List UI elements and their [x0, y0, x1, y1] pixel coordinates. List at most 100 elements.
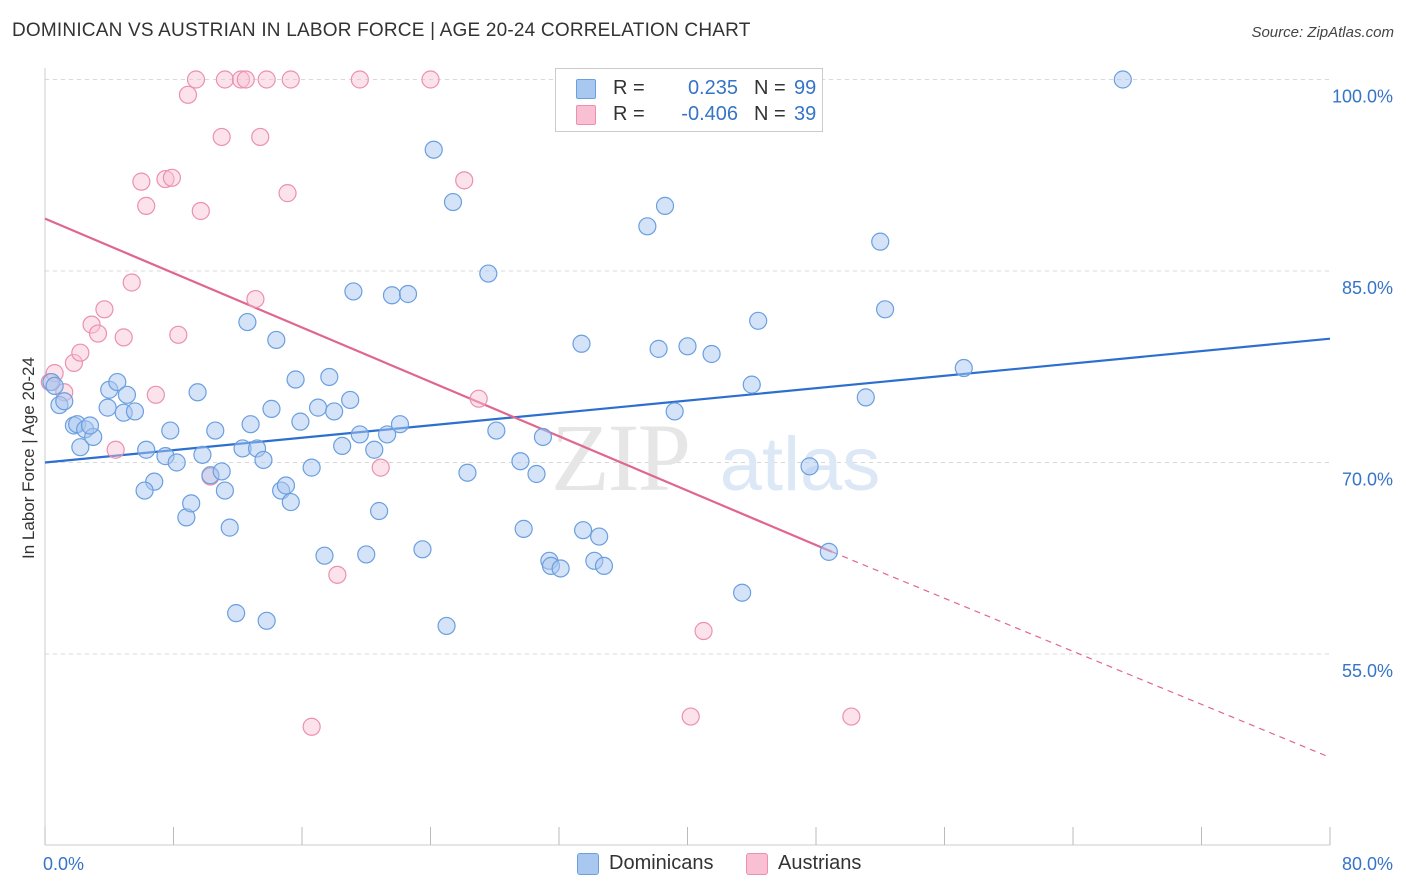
dominican-point [572, 334, 591, 353]
dominican-point [137, 440, 156, 459]
dominican-point [638, 217, 657, 236]
dominican-point [286, 370, 305, 389]
dominican-point [241, 415, 260, 434]
dominican-point [80, 416, 100, 435]
dominican-point [702, 344, 721, 364]
dominican-point [308, 398, 328, 417]
dominican-point [320, 367, 339, 387]
y-tick-label: 100.0% [1332, 87, 1393, 107]
dominican-point [742, 375, 761, 394]
austrians-trend-line-extension [831, 551, 1331, 758]
dominican-point [45, 376, 64, 395]
legend-n-value: 39 [794, 103, 817, 125]
dominican-point [262, 399, 281, 418]
austrian-point [278, 184, 297, 203]
chart-title: DOMINICAN VS AUSTRIAN IN LABOR FORCE | A… [12, 20, 751, 41]
dominican-point [108, 372, 127, 392]
dominican-point [117, 385, 137, 404]
legend-n-label: N = [754, 103, 786, 125]
dominican-point [341, 390, 360, 410]
austrian-point [371, 458, 390, 477]
austrian-point [302, 717, 321, 736]
dominican-point [267, 330, 286, 350]
dominican-point [413, 540, 432, 559]
dominican-point [182, 494, 201, 513]
dominican-point [357, 545, 376, 564]
y-axis-label: In Labor Force | Age 20-24 [19, 357, 38, 559]
dominican-point [749, 311, 768, 330]
austrian-point [122, 273, 141, 292]
y-tick-label: 55.0% [1342, 661, 1393, 681]
austrian-point [88, 324, 108, 343]
dominican-point [350, 425, 369, 444]
dominican-point [344, 282, 363, 301]
dominican-point [437, 616, 456, 636]
legend-r-value: 0.235 [687, 77, 738, 99]
legend-r-label: R = [613, 77, 645, 99]
austrians-trend-line [44, 217, 833, 553]
legend-n-value: 99 [794, 77, 817, 99]
dominican-point [398, 284, 418, 304]
austrian-point [169, 325, 188, 344]
austrian-point [251, 127, 270, 147]
dominican-point [302, 458, 321, 477]
dominican-point [533, 427, 553, 447]
austrian-point [114, 328, 133, 347]
gridlines [45, 79, 1330, 655]
austrian-point [350, 70, 369, 89]
dominican-point [98, 398, 117, 417]
dominican-point [215, 481, 234, 500]
austrian-point [212, 127, 231, 147]
dominican-point [871, 232, 890, 251]
austrian-point [246, 289, 265, 309]
dominican-point [365, 440, 384, 459]
dominican-point [370, 501, 389, 521]
austrian-point [162, 168, 181, 187]
dominican-point [71, 438, 90, 457]
dominican-point [487, 421, 506, 440]
austrian-point [215, 70, 234, 89]
austrian-point [455, 171, 474, 190]
dominican-point [333, 436, 352, 456]
dominicans-points [42, 70, 1132, 636]
dominican-point [443, 192, 463, 212]
dominican-point [188, 383, 207, 402]
austrian-point [146, 385, 165, 404]
dominican-point [819, 542, 838, 561]
austrian-point [95, 300, 114, 319]
dominican-point [856, 388, 875, 407]
austrian-point [137, 196, 156, 215]
x-tick-label: 0.0% [43, 854, 84, 874]
legend-label-austrians: Austrians [778, 852, 862, 874]
dominican-point [458, 463, 477, 482]
chart-source: Source: ZipAtlas.com [1251, 24, 1394, 41]
dominican-point [55, 392, 74, 411]
austrian-point [281, 70, 300, 89]
dominican-point [733, 583, 752, 602]
legend-swatch-blue [576, 79, 596, 99]
dominican-point [649, 339, 668, 358]
dominican-point [167, 453, 186, 472]
legend-label-dominicans: Dominicans [609, 852, 714, 874]
austrian-point [328, 565, 347, 584]
dominican-point [551, 559, 570, 578]
dominican-point [390, 415, 410, 434]
dominican-point [125, 402, 145, 421]
austrian-point [71, 343, 90, 362]
dominican-point [315, 546, 334, 565]
austrian-point [257, 70, 276, 89]
dominican-point [875, 300, 895, 319]
dominican-point [665, 402, 684, 421]
watermark: ZIP atlas [551, 404, 880, 511]
dominican-point [527, 464, 546, 484]
dominican-point [281, 492, 300, 512]
dominican-point [257, 611, 276, 630]
dominican-point [382, 286, 402, 305]
austrian-point [231, 70, 251, 89]
dominican-point [800, 457, 819, 476]
watermark-atlas: atlas [720, 422, 881, 507]
y-tick-label: 70.0% [1342, 470, 1393, 490]
dominican-point [590, 527, 609, 546]
dominican-point [655, 196, 675, 215]
